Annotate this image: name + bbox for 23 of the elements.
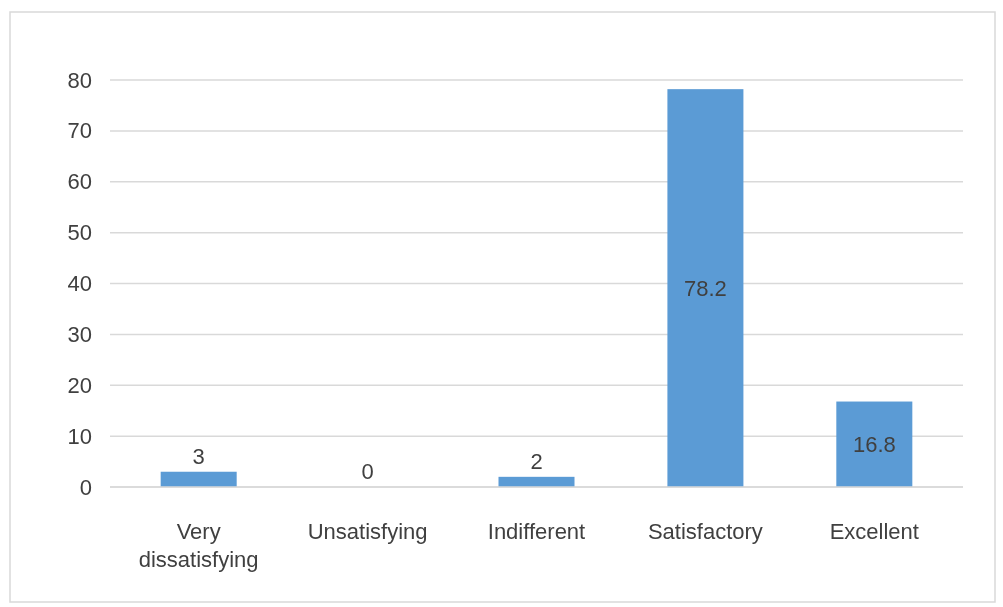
x-tick-label: Excellent (829, 519, 919, 544)
bar (836, 401, 913, 487)
y-tick-label: 80 (67, 67, 92, 93)
y-tick-label: 50 (67, 220, 92, 246)
y-tick-label: 40 (67, 271, 92, 297)
data-label: 78.2 (684, 276, 727, 302)
x-tick-label: Indifferent (487, 519, 586, 544)
bar (667, 89, 744, 487)
bar (498, 476, 575, 487)
y-tick-label: 60 (67, 169, 92, 195)
y-tick-label: 70 (67, 118, 92, 144)
data-label: 3 (192, 443, 205, 469)
y-tick-label: 20 (67, 372, 92, 398)
data-label: 2 (530, 448, 543, 474)
data-label: 0 (361, 459, 374, 484)
y-tick-label: 30 (67, 321, 92, 347)
x-tick-label: Satisfactory (647, 519, 763, 544)
bar (160, 471, 237, 487)
data-label: 16.8 (852, 432, 896, 458)
x-tick-label: Very dissatisfying (138, 519, 259, 572)
x-tick-label: Unsatisfying (307, 519, 428, 544)
y-tick-label: 10 (67, 423, 92, 449)
y-tick-label: 0 (79, 474, 92, 500)
